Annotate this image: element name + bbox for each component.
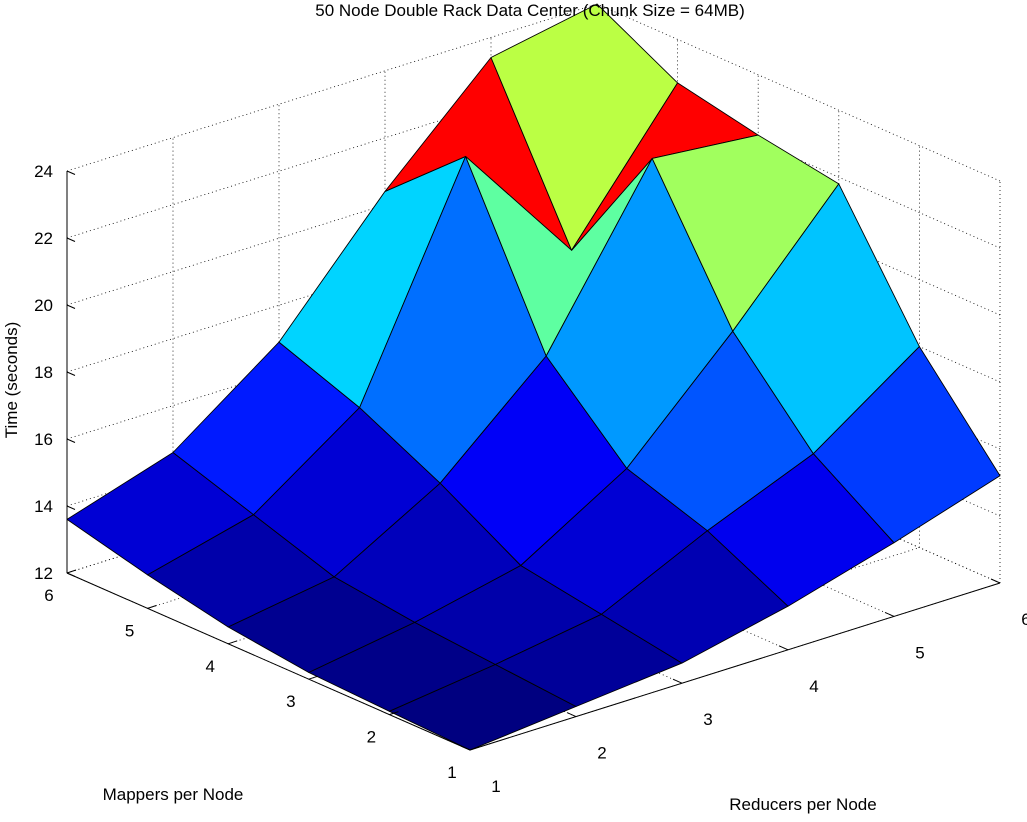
z-axis-label: Time (seconds) bbox=[2, 322, 21, 439]
mappers-tick-mark-4 bbox=[228, 640, 238, 645]
z-tick-label-1: 12 bbox=[34, 564, 53, 583]
mappers-tick-label-5: 5 bbox=[125, 621, 134, 640]
z-tick-mark-1 bbox=[66, 572, 76, 577]
reducers-tick-mark-6 bbox=[990, 578, 1001, 584]
grid-line-back-z-3 bbox=[66, 271, 598, 440]
chart-title: 50 Node Double Rack Data Center (Chunk S… bbox=[315, 1, 744, 20]
z-tick-mark-7 bbox=[66, 170, 76, 175]
z-tick-mark-4 bbox=[66, 371, 76, 376]
reducers-tick-mark-4 bbox=[778, 645, 789, 651]
z-tick-label-4: 18 bbox=[34, 363, 53, 382]
z-tick-label-6: 22 bbox=[34, 229, 53, 248]
z-tick-mark-2 bbox=[66, 505, 76, 510]
label-layer: 50 Node Double Rack Data Center (Chunk S… bbox=[2, 1, 877, 814]
reducers-tick-label-6: 6 bbox=[1021, 610, 1027, 629]
mappers-tick-label-6: 6 bbox=[44, 586, 53, 605]
reducers-tick-label-5: 5 bbox=[915, 643, 924, 662]
mappers-tick-mark-5 bbox=[147, 604, 157, 609]
reducers-axis-label: Reducers per Node bbox=[729, 795, 876, 814]
reducers-tick-mark-1 bbox=[460, 745, 471, 751]
reducers-axis-line bbox=[469, 582, 1001, 751]
reducers-tick-mark-2 bbox=[566, 712, 577, 718]
mappers-tick-label-4: 4 bbox=[205, 657, 214, 676]
surface-facet-m1-r5 bbox=[812, 346, 1001, 544]
grid-line-back-z-5 bbox=[66, 137, 598, 306]
z-tick-mark-5 bbox=[66, 304, 76, 309]
z-tick-label-3: 16 bbox=[34, 430, 53, 449]
reducers-tick-label-2: 2 bbox=[597, 744, 606, 763]
grid-line-back-z-7 bbox=[66, 3, 598, 172]
mappers-tick-label-3: 3 bbox=[286, 692, 295, 711]
z-tick-mark-6 bbox=[66, 237, 76, 242]
surface-layer bbox=[66, 3, 1001, 751]
mappers-tick-label-2: 2 bbox=[367, 728, 376, 747]
mappers-axis-label: Mappers per Node bbox=[103, 785, 244, 804]
mappers-tick-mark-3 bbox=[308, 675, 318, 680]
mappers-tick-mark-6 bbox=[66, 569, 77, 574]
z-tick-label-5: 20 bbox=[34, 296, 53, 315]
reducers-tick-label-1: 1 bbox=[491, 777, 500, 796]
reducers-tick-mark-5 bbox=[884, 611, 895, 617]
grid-line-back-z-4 bbox=[66, 204, 598, 373]
reducers-tick-label-3: 3 bbox=[703, 710, 712, 729]
reducers-tick-label-4: 4 bbox=[809, 677, 818, 696]
z-tick-label-7: 24 bbox=[34, 162, 53, 181]
grid-line-back-z-6 bbox=[66, 70, 598, 239]
z-tick-label-2: 14 bbox=[34, 497, 53, 516]
z-tick-mark-3 bbox=[66, 438, 76, 443]
reducers-tick-mark-3 bbox=[672, 678, 683, 684]
mappers-tick-mark-2 bbox=[389, 711, 399, 716]
mappers-tick-label-1: 1 bbox=[447, 763, 456, 782]
mappers-tick-mark-1 bbox=[469, 746, 480, 751]
grid-line-right-z-7 bbox=[596, 3, 1001, 182]
mappers-axis-line bbox=[66, 572, 471, 751]
